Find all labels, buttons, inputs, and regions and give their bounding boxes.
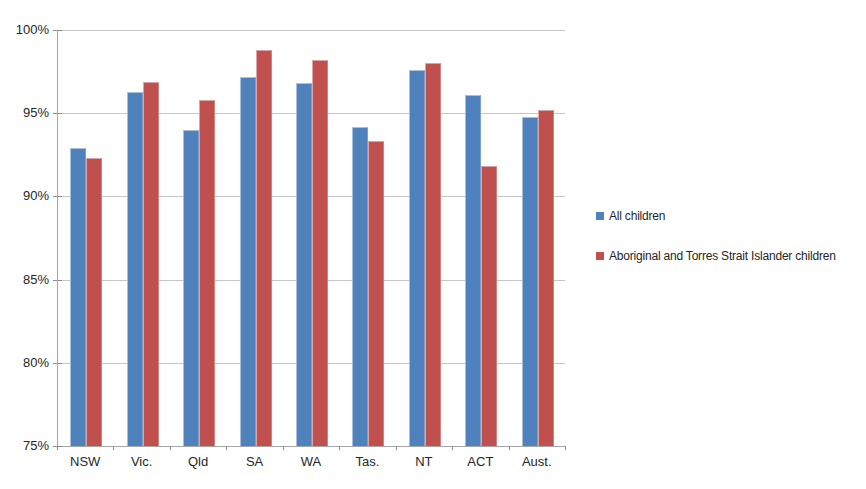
y-axis-tick-label: 90% (1, 188, 49, 204)
x-axis-label-qld: Qld (170, 454, 226, 470)
bar-all-aust (522, 117, 538, 446)
bar-all-nt (409, 70, 425, 446)
legend-label-all-children: All children (609, 209, 665, 223)
bar-all-tas (352, 127, 368, 446)
x-axis-label-vic: Vic. (113, 454, 169, 470)
legend-item-all-children: All children (596, 209, 836, 223)
y-axis-tick-label: 100% (1, 22, 49, 38)
bar-aboriginal-qld (199, 100, 215, 446)
bar-all-sa (240, 77, 256, 446)
x-axis-label-nt: NT (396, 454, 452, 470)
x-axis-tick (339, 446, 340, 450)
x-axis-tick (565, 446, 566, 450)
y-axis-tick-label: 80% (1, 355, 49, 371)
bar-all-vic (127, 92, 143, 446)
bar-aboriginal-nt (425, 63, 441, 446)
bar-aboriginal-tas (368, 141, 384, 446)
bar-all-wa (296, 83, 312, 446)
bar-all-act (465, 95, 481, 446)
bar-aboriginal-vic (143, 82, 159, 446)
y-axis-tick-label: 85% (1, 272, 49, 288)
y-axis-line (57, 30, 58, 446)
bar-aboriginal-nsw (86, 158, 102, 446)
x-axis-label-sa: SA (226, 454, 282, 470)
x-axis-tick (113, 446, 114, 450)
x-axis-tick (57, 446, 58, 450)
x-axis-label-wa: WA (283, 454, 339, 470)
x-axis-tick (170, 446, 171, 450)
gridline-75 (57, 446, 565, 447)
bar-aboriginal-aust (538, 110, 554, 446)
y-axis-tick-label: 75% (1, 438, 49, 454)
bar-aboriginal-act (481, 166, 497, 446)
bar-all-nsw (70, 148, 86, 446)
x-axis-label-act: ACT (452, 454, 508, 470)
x-axis-tick (283, 446, 284, 450)
x-axis-tick (509, 446, 510, 450)
x-axis-tick (396, 446, 397, 450)
bar-aboriginal-wa (312, 60, 328, 446)
legend: All children Aboriginal and Torres Strai… (596, 209, 836, 263)
x-axis-label-tas: Tas. (339, 454, 395, 470)
legend-swatch-atsi-children (596, 252, 604, 260)
grouped-bar-chart: 75%80%85%90%95%100%NSWVic.QldSAWATas.NTA… (0, 0, 866, 489)
gridline-100 (57, 30, 565, 31)
legend-label-atsi-children: Aboriginal and Torres Strait Islander ch… (609, 249, 836, 263)
x-axis-tick (452, 446, 453, 450)
x-axis-label-nsw: NSW (57, 454, 113, 470)
legend-swatch-all-children (596, 212, 604, 220)
bar-all-qld (183, 130, 199, 446)
y-axis-tick-label: 95% (1, 105, 49, 121)
legend-item-atsi-children: Aboriginal and Torres Strait Islander ch… (596, 249, 836, 263)
bar-aboriginal-sa (256, 50, 272, 446)
x-axis-tick (226, 446, 227, 450)
x-axis-label-aust: Aust. (509, 454, 565, 470)
